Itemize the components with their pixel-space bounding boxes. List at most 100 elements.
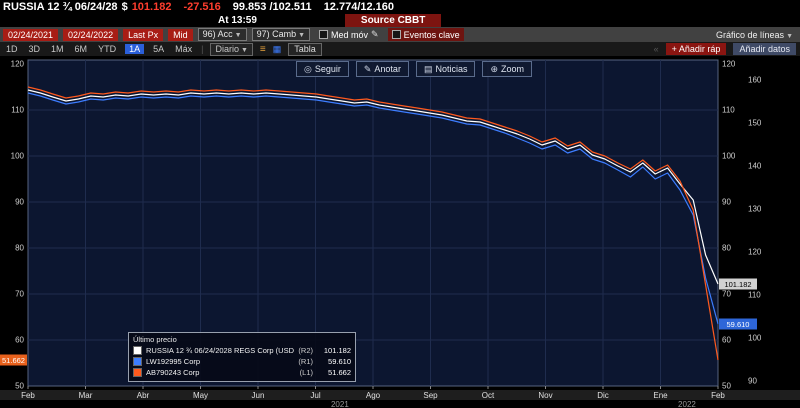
svg-text:110: 110 <box>722 106 735 115</box>
series-value: 59.610 <box>328 357 351 366</box>
yield-pair: 12.774/12.160 <box>323 1 395 13</box>
series-swatch-orange <box>133 368 142 377</box>
range-3d[interactable]: 3D <box>28 44 41 54</box>
svg-text:Feb: Feb <box>711 391 725 400</box>
chevron-down-icon: ▼ <box>298 32 306 39</box>
hamburger-icon[interactable]: ≡ <box>259 43 266 55</box>
svg-text:Jul: Jul <box>310 391 320 400</box>
date-to-field[interactable]: 02/24/2022 <box>63 28 119 41</box>
divider: | <box>201 44 204 54</box>
svg-text:140: 140 <box>748 162 762 171</box>
series-value: 101.182 <box>323 346 351 355</box>
annotate-button[interactable]: ✎ Anotar <box>355 61 409 77</box>
key-events-toggle[interactable]: Eventos clave <box>387 28 464 41</box>
range-6m[interactable]: 6M <box>74 44 88 54</box>
svg-text:Ene: Ene <box>653 391 668 400</box>
add-quick-button[interactable]: + Añadir ráp <box>665 43 727 55</box>
security-name: RUSSIA 12 ¾ 06/24/28 <box>3 1 118 13</box>
svg-text:80: 80 <box>15 244 24 253</box>
svg-text:60: 60 <box>722 336 731 345</box>
svg-text:100: 100 <box>748 334 762 343</box>
range-ytd[interactable]: YTD <box>98 44 117 54</box>
period-bar: 1D 3D 1M 6M YTD 1A 5A Máx | Diario ▼ ≡ ▦ … <box>0 42 800 56</box>
svg-text:50: 50 <box>15 382 24 391</box>
svg-text:Dic: Dic <box>597 391 609 400</box>
series-name: AB790243 Corp <box>146 368 200 377</box>
svg-text:90: 90 <box>748 377 757 386</box>
svg-text:Sep: Sep <box>423 391 438 400</box>
svg-text:70: 70 <box>722 290 731 299</box>
range-5y[interactable]: 5A <box>153 44 165 54</box>
camb-dropdown[interactable]: 97) Camb ▼ <box>251 28 311 41</box>
pencil-icon: ✎ <box>371 29 379 39</box>
range-1m[interactable]: 1M <box>51 44 64 54</box>
svg-text:Mar: Mar <box>79 391 93 400</box>
svg-text:Oct: Oct <box>482 391 495 400</box>
range-1d[interactable]: 1D <box>6 44 18 54</box>
svg-text:120: 120 <box>748 248 762 257</box>
annotate-icon: ✎ <box>363 64 372 74</box>
series-axis: (R1) <box>298 357 313 366</box>
svg-text:50: 50 <box>722 382 731 391</box>
chart-toolbar: 02/24/2021 02/24/2022 Last Px Mid 96) Ac… <box>0 27 800 42</box>
frequency-dropdown[interactable]: Diario ▼ <box>210 42 253 56</box>
news-button[interactable]: ▤ Noticias <box>415 61 476 77</box>
line-chart[interactable]: Feb Mar Abr May Jun Jul Ago Sep Oct Nov Dic Ene Feb 1… <box>0 56 800 408</box>
svg-text:100: 100 <box>11 152 25 161</box>
price-field-selector[interactable]: Last Px <box>123 28 164 41</box>
chart-legend[interactable]: Último precio RUSSIA 12 ¾ 06/24/2028 REG… <box>128 332 356 382</box>
svg-text:59.610: 59.610 <box>727 320 750 329</box>
legend-item[interactable]: LW192995 Corp (R1) 59.610 <box>133 356 351 367</box>
svg-text:110: 110 <box>11 106 24 115</box>
chevron-down-icon: ▼ <box>234 32 242 39</box>
status-bar: At 13:59 Source CBBT <box>0 14 800 27</box>
svg-text:160: 160 <box>748 76 762 85</box>
series-axis: (L1) <box>299 368 313 377</box>
quote-time: At 13:59 <box>218 15 257 26</box>
svg-text:90: 90 <box>722 198 731 207</box>
chevron-down-icon: ▼ <box>786 32 793 40</box>
news-icon: ▤ <box>423 64 433 74</box>
table-button[interactable]: Tabla <box>288 42 322 56</box>
last-price: 101.182 <box>131 1 172 13</box>
series-swatch-white <box>133 346 142 355</box>
range-1y-selected[interactable]: 1A <box>125 44 145 54</box>
follow-button[interactable]: ◎ Seguir <box>296 61 349 77</box>
series-value: 51.662 <box>328 368 351 377</box>
chart-area[interactable]: Feb Mar Abr May Jun Jul Ago Sep Oct Nov Dic Ene Feb 1… <box>0 56 800 408</box>
range-max[interactable]: Máx <box>175 44 193 54</box>
legend-item[interactable]: AB790243 Corp (L1) 51.662 <box>133 367 351 378</box>
svg-text:2022: 2022 <box>678 400 696 408</box>
svg-text:70: 70 <box>15 290 24 299</box>
svg-text:Nov: Nov <box>538 391 552 400</box>
chart-type-label[interactable]: Gráfico de líneas ▼ <box>716 29 793 40</box>
moving-average-toggle[interactable]: Med móv ✎ <box>315 28 383 41</box>
svg-text:130: 130 <box>748 205 762 214</box>
date-from-field[interactable]: 02/24/2021 <box>3 28 59 41</box>
currency-symbol: $ <box>121 1 128 13</box>
svg-text:120: 120 <box>11 60 25 69</box>
svg-text:101.182: 101.182 <box>724 280 751 289</box>
checkbox-icon <box>319 30 329 39</box>
svg-text:May: May <box>193 391 208 400</box>
quote-bar: RUSSIA 12 ¾ 06/24/28 $ 101.182 -27.516 9… <box>0 0 800 14</box>
svg-text:150: 150 <box>748 119 762 128</box>
collapse-icon[interactable]: « <box>653 44 659 54</box>
legend-item[interactable]: RUSSIA 12 ¾ 06/24/2028 REGS Corp (USD) (… <box>133 345 351 356</box>
zoom-icon: ⊕ <box>490 64 499 74</box>
svg-text:60: 60 <box>15 336 24 345</box>
zoom-button[interactable]: ⊕ Zoom <box>482 61 533 77</box>
chart-style-icon[interactable]: ▦ <box>272 43 282 54</box>
mid-selector[interactable]: Mid <box>168 28 193 41</box>
series-swatch-blue <box>133 357 142 366</box>
chart-action-buttons: ◎ Seguir ✎ Anotar ▤ Noticias ⊕ Zoom <box>296 61 533 77</box>
acc-dropdown[interactable]: 96) Acc ▼ <box>197 28 247 41</box>
series-axis: (R2) <box>298 346 313 355</box>
series-name: RUSSIA 12 ¾ 06/24/2028 REGS Corp (USD) <box>146 346 295 355</box>
svg-text:110: 110 <box>748 291 761 300</box>
svg-text:90: 90 <box>15 198 24 207</box>
follow-icon: ◎ <box>304 64 312 74</box>
svg-text:Ago: Ago <box>366 391 381 400</box>
add-data-button[interactable]: Añadir datos <box>733 43 796 55</box>
bid-ask: 99.853 /102.511 <box>232 1 312 13</box>
